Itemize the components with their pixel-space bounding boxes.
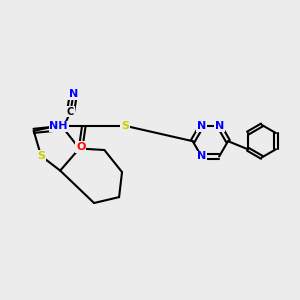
Text: S: S: [37, 151, 45, 161]
Text: N: N: [214, 121, 224, 131]
Text: C: C: [67, 107, 74, 117]
Text: NH: NH: [50, 122, 68, 131]
Text: N: N: [197, 152, 206, 161]
Text: S: S: [121, 122, 129, 131]
Text: N: N: [197, 121, 206, 131]
Text: O: O: [76, 142, 86, 152]
Text: N: N: [69, 89, 78, 99]
